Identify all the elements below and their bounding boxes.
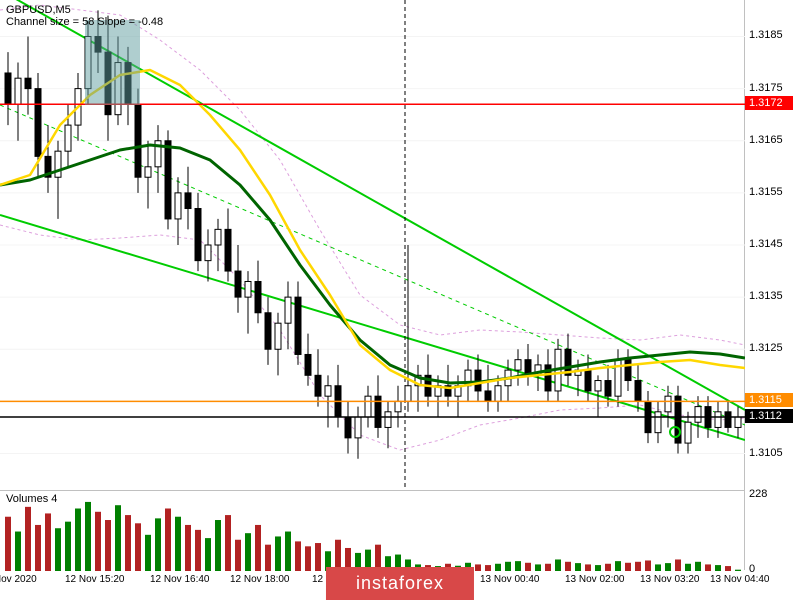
y-tick-label: 1.3135 (749, 290, 783, 302)
x-tick-label: 13 Nov 00:40 (480, 574, 540, 585)
x-tick-label: 12 Nov 15:20 (65, 574, 125, 585)
y-tick-label: 1.3175 (749, 82, 783, 94)
x-tick-label: 13 Nov 04:40 (710, 574, 770, 585)
x-tick-label: 12 Nov 2020 (0, 574, 37, 585)
volume-tick-label: 228 (749, 488, 767, 500)
x-tick-label: 12 Nov 18:00 (230, 574, 290, 585)
price-level-badge: 1.3112 (745, 409, 793, 423)
y-tick-label: 1.3145 (749, 238, 783, 250)
price-y-axis: 1.3105 1.3115 1.3125 1.3135 1.3145 1.3155 1.31… (745, 0, 800, 490)
symbol-text: GBPUSD,M5 (6, 4, 71, 16)
watermark: instaforex (326, 567, 474, 600)
price-level-badge: 1.3172 (745, 96, 793, 110)
volume-y-axis: 0228 (745, 490, 800, 570)
x-tick-label: 13 Nov 02:00 (565, 574, 625, 585)
y-tick-label: 1.3125 (749, 342, 783, 354)
x-tick-label: 13 Nov 03:20 (640, 574, 700, 585)
main-price-chart[interactable]: GBPUSD,M5 Channel size = 58 Slope = -0.4… (0, 0, 745, 490)
volume-svg (0, 491, 745, 571)
volume-chart[interactable]: Volumes 4 (0, 490, 745, 570)
price-level-badge: 1.3115 (745, 393, 793, 407)
chart-container: GBPUSD,M5 Channel size = 58 Slope = -0.4… (0, 0, 800, 600)
y-tick-label: 1.3185 (749, 29, 783, 41)
highlight-region (85, 20, 140, 105)
volume-label: Volumes 4 (6, 493, 57, 505)
x-tick-label: 12 Nov 16:40 (150, 574, 210, 585)
chart-title: GBPUSD,M5 Channel size = 58 Slope = -0.4… (6, 4, 163, 28)
y-tick-label: 1.3155 (749, 186, 783, 198)
y-tick-label: 1.3105 (749, 447, 783, 459)
y-tick-label: 1.3165 (749, 134, 783, 146)
channel-text: Channel size = 58 Slope = -0.48 (6, 16, 163, 28)
